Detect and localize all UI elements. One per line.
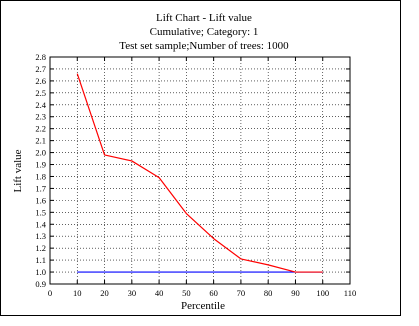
y-tick-label: 2.1 — [35, 136, 46, 146]
x-axis-label: Percentile — [181, 300, 225, 312]
y-tick-label: 1.7 — [35, 183, 46, 193]
chart-subtitle-line-2: Test set sample;Number of trees: 1000 — [119, 40, 289, 52]
y-tick-label: 2.0 — [35, 148, 46, 158]
plot-area — [49, 56, 351, 285]
y-tick-label: 2.3 — [35, 112, 46, 122]
x-tick-label: 50 — [182, 288, 191, 298]
x-tick-label: 80 — [264, 288, 273, 298]
y-axis-label: Lift value — [12, 149, 24, 192]
y-tick-label: 1.3 — [35, 231, 46, 241]
x-tick-label: 40 — [155, 288, 164, 298]
x-tick-label: 10 — [73, 288, 82, 298]
y-tick-label: 1.1 — [35, 255, 46, 265]
chart-subtitle-line-1: Cumulative; Category: 1 — [150, 26, 259, 38]
y-tick-label: 2.2 — [35, 124, 46, 134]
y-tick-label: 1.5 — [35, 207, 46, 217]
y-tick-label: 1.2 — [35, 243, 46, 253]
lift-series-line — [76, 73, 323, 273]
x-tick-label: 20 — [100, 288, 109, 298]
y-tick-label: 2.4 — [35, 100, 46, 110]
y-tick-label: 2.7 — [35, 64, 46, 74]
outer-border — [0, 0, 401, 316]
series-lines — [76, 73, 323, 273]
y-tick-label: 1.6 — [35, 195, 46, 205]
x-tick-label: 90 — [291, 288, 300, 298]
x-tick-label: 30 — [128, 288, 137, 298]
y-tick-label: 1.0 — [35, 267, 46, 277]
x-tick-label: 110 — [344, 288, 356, 298]
y-tick-labels: 0.9 1.0 1.1 1.2 1.3 1.4 1.5 1.6 1.7 1.81.9 2.0 2.1 2… — [35, 52, 46, 289]
y-tick-label: 1.4 — [35, 219, 46, 229]
chart-title: Lift Chart - Lift value — [156, 12, 252, 24]
grid-lines — [50, 57, 350, 284]
y-tick-label: 1.9 — [35, 160, 46, 170]
x-tick-label: 100 — [316, 288, 329, 298]
x-tick-labels: 0 10 20 30 40 50 60 70 80 90 100 110 — [48, 288, 356, 298]
y-tick-label: 0.9 — [35, 279, 46, 289]
y-tick-label: 2.5 — [35, 88, 46, 98]
y-tick-label: 2.8 — [35, 52, 46, 62]
x-tick-label: 70 — [237, 288, 246, 298]
y-tick-label: 2.6 — [35, 76, 46, 86]
x-tick-label: 60 — [209, 288, 218, 298]
y-tick-label: 1.8 — [35, 171, 46, 181]
x-tick-label: 0 — [48, 288, 52, 298]
